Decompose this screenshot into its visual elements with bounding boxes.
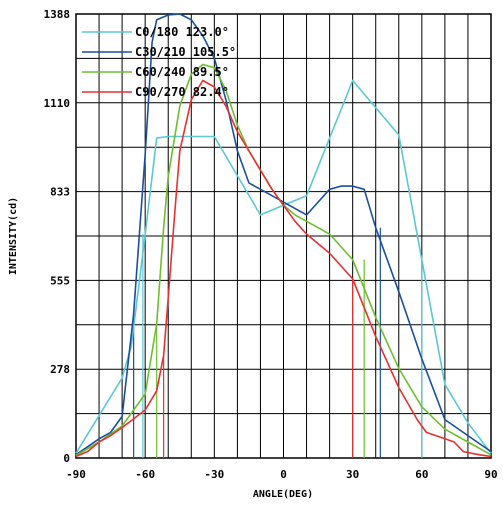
x-tick-label: 60 <box>415 468 428 481</box>
y-tick-label: 278 <box>50 363 70 376</box>
y-tick-label: 0 <box>63 452 70 465</box>
plot-frame <box>75 13 492 459</box>
legend-entry: C60/240 89.5° <box>135 65 229 79</box>
series-line <box>75 79 492 458</box>
x-axis-label: ANGLE(DEG) <box>253 489 313 500</box>
y-axis-label: INTENSITY(cd) <box>8 197 19 275</box>
x-axis-ticks: -90 -60 -30 0 30 60 90 <box>66 468 498 481</box>
cutoff-lines <box>133 227 423 458</box>
x-tick-label: -90 <box>66 468 86 481</box>
legend-entry: C30/210 105.5° <box>135 45 236 59</box>
x-tick-label: 90 <box>484 468 497 481</box>
y-tick-label: 1388 <box>44 8 71 21</box>
x-tick-label: -30 <box>204 468 224 481</box>
x-tick-label: 30 <box>346 468 359 481</box>
legend-entry: C90/270 82.4° <box>135 85 229 99</box>
y-tick-label: 833 <box>50 186 70 199</box>
plot-grid <box>75 13 492 459</box>
y-axis-ticks: 0 278 555 833 1110 1388 <box>44 8 71 465</box>
legend: C0/180 123.0° C30/210 105.5° C60/240 89.5°… <box>82 25 236 99</box>
y-tick-label: 1110 <box>44 97 71 110</box>
series-line <box>75 13 492 456</box>
x-tick-label: -60 <box>135 468 155 481</box>
x-tick-label: 0 <box>280 468 287 481</box>
y-tick-label: 555 <box>50 274 70 287</box>
data-series <box>75 13 492 458</box>
series-line <box>75 79 492 454</box>
legend-entry: C0/180 123.0° <box>135 25 229 39</box>
